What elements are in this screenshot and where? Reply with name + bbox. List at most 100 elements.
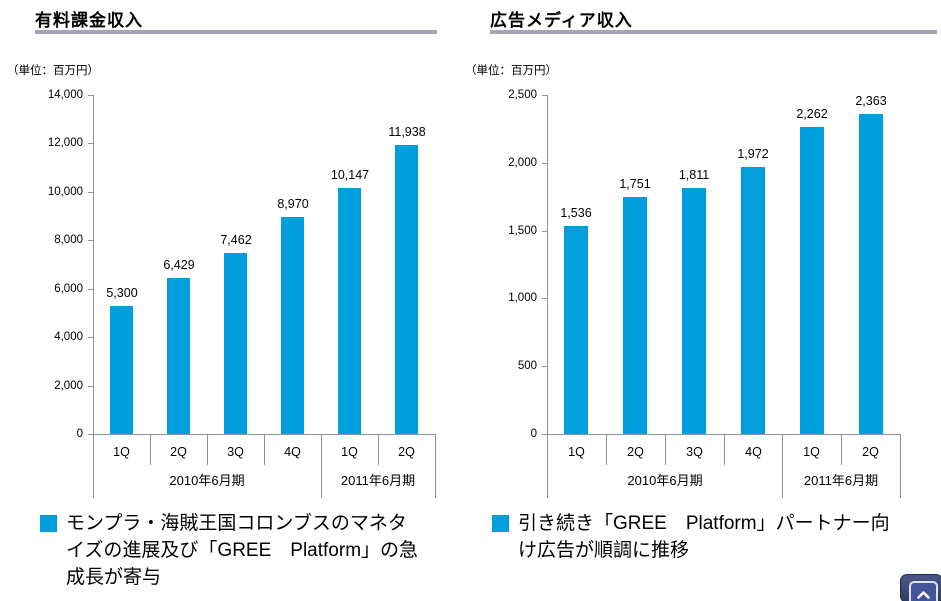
bar-2Q-5 [395,145,418,434]
category-separator [724,434,725,465]
note-paid-billing: モンプラ・海賊王国コロンブスのマネタイズの進展及び「GREE Platform」… [40,510,452,591]
y-tick [542,366,547,367]
scroll-top-button[interactable] [900,574,941,601]
bar-3Q-2 [682,188,706,434]
y-tick [542,434,547,435]
bar-value-label: 8,970 [277,197,309,211]
y-tick-label: 2,000 [54,380,83,392]
bar-value-label: 2,262 [796,107,828,121]
chart-title-paid-billing: 有料課金収入 [35,11,143,30]
category-separator [378,434,379,465]
bar-1Q-4 [800,127,824,434]
bar-value-label: 1,536 [560,206,592,220]
y-tick [88,143,93,144]
y-tick [88,337,93,338]
bar-2Q-1 [167,278,190,434]
y-tick [88,289,93,290]
category-separator [150,434,151,465]
category-label: 2Q [398,445,415,459]
category-separator [207,434,208,465]
bar-4Q-3 [281,217,304,434]
y-tick-label: 6,000 [54,283,83,295]
bar-2Q-5 [859,114,883,434]
y-tick [88,192,93,193]
bar-value-label: 1,972 [737,147,769,161]
y-tick [542,163,547,164]
category-label: 1Q [113,445,130,459]
category-label: 2Q [862,445,879,459]
bullet-square-icon [40,515,57,532]
chart-title-ad-media: 広告メディア収入 [490,11,633,30]
bar-value-label: 6,429 [163,258,195,272]
bar-value-label: 2,363 [855,94,887,108]
y-axis-line [93,95,94,434]
bar-1Q-0 [564,226,588,434]
note-text: 引き続き「GREE Platform」パートナー向け広告が順調に推移 [518,513,890,561]
category-label: 4Q [284,445,301,459]
y-tick [88,434,93,435]
y-tick-label: 500 [517,360,537,372]
y-tick-label: 8,000 [54,234,83,246]
bar-4Q-3 [741,167,765,434]
category-label: 3Q [227,445,244,459]
y-tick-label: 2,000 [508,157,537,169]
category-label: 1Q [803,445,820,459]
title-underline [35,30,437,34]
x-axis-line [93,434,436,435]
bar-2Q-1 [623,197,647,434]
category-group-separator [782,434,783,498]
category-label: 1Q [341,445,358,459]
y-tick-label: 10,000 [47,186,83,198]
category-label: 3Q [686,445,703,459]
bar-3Q-2 [224,253,247,434]
category-label: 4Q [745,445,762,459]
bar-value-label: 1,751 [619,177,651,191]
unit-label: （単位：百万円） [7,65,99,77]
category-group-label: 2010年6月期 [169,473,245,488]
y-tick [88,95,93,96]
category-group-label: 2011年6月期 [803,473,879,488]
category-group-label: 2011年6月期 [340,473,416,488]
category-group-label: 2010年6月期 [627,473,703,488]
bar-value-label: 10,147 [330,168,370,182]
y-tick [88,240,93,241]
bar-value-label: 11,938 [388,125,426,139]
y-tick [88,386,93,387]
category-separator [665,434,666,465]
y-tick [542,231,547,232]
chevron-up-icon [909,581,938,601]
y-tick-label: 14,000 [47,89,83,101]
y-axis-line [547,95,548,434]
category-separator [606,434,607,465]
y-tick-label: 0 [76,428,83,440]
category-group-separator [321,434,322,498]
category-group-separator [93,434,94,498]
title-underline [490,30,937,34]
bar-1Q-0 [110,306,133,434]
y-tick-label: 0 [530,428,537,440]
y-tick-label: 12,000 [47,137,83,149]
y-tick-label: 2,500 [508,89,537,101]
category-separator [264,434,265,465]
note-text: モンプラ・海賊王国コロンブスのマネタイズの進展及び「GREE Platform」… [66,513,419,588]
unit-label: （単位：百万円） [465,65,557,77]
category-label: 2Q [627,445,644,459]
bar-1Q-4 [338,188,361,434]
bar-value-label: 5,300 [106,286,138,300]
y-tick-label: 4,000 [54,331,83,343]
category-group-separator [435,434,436,498]
category-label: 1Q [568,445,585,459]
bar-value-label: 1,811 [678,168,710,182]
y-tick-label: 1,000 [508,292,537,304]
y-tick-label: 1,500 [508,225,537,237]
category-separator [841,434,842,465]
y-tick [542,95,547,96]
y-tick [542,298,547,299]
category-group-separator [547,434,548,498]
note-ad-media: 引き続き「GREE Platform」パートナー向け広告が順調に推移 [492,510,932,564]
category-group-separator [900,434,901,498]
category-label: 2Q [170,445,187,459]
bullet-square-icon [492,515,509,532]
bar-value-label: 7,462 [220,233,252,247]
